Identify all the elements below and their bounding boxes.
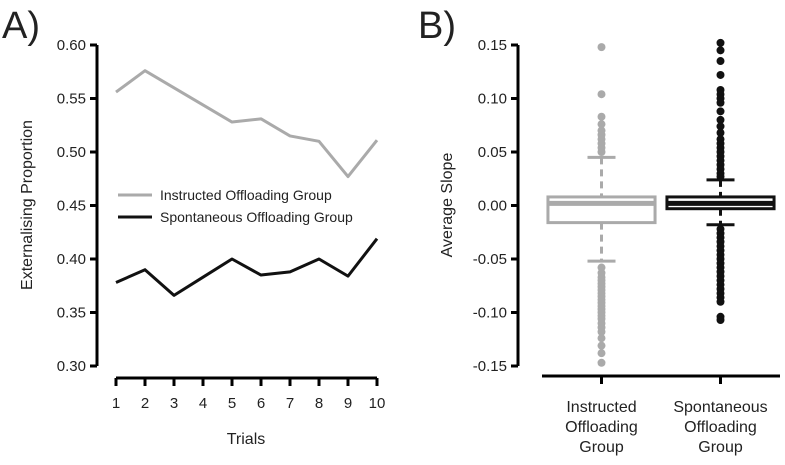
panel-b-group-1-outlier-point — [597, 148, 606, 156]
panel-b-group-1-label-line-1: Instructed — [566, 399, 636, 416]
panel-a-line-chart: A) 0.30 0.35 0.40 0.45 0.50 0.55 0.60 1 2 3 4 5 6 7 8… — [2, 5, 385, 448]
panel-a-label: A) — [2, 5, 40, 47]
panel-b-group-2-outlier-point — [716, 107, 725, 116]
panel-b-group-1-outlier-point — [597, 90, 606, 99]
panel-b-label: B) — [418, 5, 456, 47]
panel-a-legend: Instructed Offloading Group Spontaneous O… — [118, 187, 353, 225]
panel-b-y-tick-label: 0.05 — [478, 144, 507, 161]
panel-b-group-2-outlier-point — [716, 57, 725, 66]
panel-b-y-tick-label: -0.15 — [473, 358, 507, 375]
panel-b-box-plot: B) -0.15 -0.10 -0.05 0.00 0.05 0.10 0.15 Instr… — [418, 5, 780, 456]
panel-a-series — [115, 69, 379, 297]
panel-b-group-1-label-line-3: Group — [579, 439, 624, 456]
panel-a-x-axis-title: Trials — [227, 431, 266, 448]
panel-b-y-tick-label: 0.10 — [478, 91, 507, 108]
panel-a-series-line-2 — [115, 237, 379, 297]
panel-b-x-labels: Instructed Offloading Group Spontaneous Offl… — [565, 376, 768, 456]
panel-a-x-tick-label: 9 — [344, 395, 352, 412]
panel-b-group-1-outlier-point — [597, 43, 606, 52]
panel-b-group-1-outlier-point — [597, 358, 606, 367]
panel-b-group-1-outlier-point — [597, 112, 606, 121]
panel-b-group-1-box — [546, 195, 657, 225]
panel-b-boxes — [546, 38, 776, 367]
panel-b-group-2-outlier-point — [716, 38, 725, 47]
panel-a-y-tick-label: 0.45 — [57, 198, 86, 215]
panel-b-group-1-outlier-point — [597, 341, 606, 350]
panel-a-y-tick-label: 0.60 — [57, 37, 86, 54]
panel-a-x-tick-label: 1 — [112, 395, 120, 412]
panel-a-x-tick-label: 4 — [199, 395, 207, 412]
panel-b-group-2-outlier-point — [716, 172, 725, 181]
panel-a-legend-label-2: Spontaneous Offloading Group — [160, 209, 353, 225]
panel-a-series-line-1 — [115, 69, 379, 179]
panel-b-group-2-outlier-point — [716, 297, 725, 306]
panel-a-y-tick-label: 0.40 — [57, 251, 86, 268]
panel-a-y-axis-title: Externalising Proportion — [19, 120, 36, 290]
panel-b-group-1-outlier-point — [597, 327, 606, 336]
panel-b-y-tick-label: -0.10 — [473, 305, 507, 322]
panel-b-group-1-outlier-point — [597, 334, 606, 343]
panel-b-group-2-label-line-1: Spontaneous — [673, 399, 767, 416]
panel-b-group-2-outlier-point — [716, 46, 725, 55]
panel-a-y-tick-label: 0.55 — [57, 91, 86, 108]
panel-b-group-2-outlier-point — [716, 122, 725, 131]
panel-a-y-tick-label: 0.35 — [57, 305, 86, 322]
panel-b-group-2-outlier-point — [716, 128, 725, 137]
panel-b-y-axis: -0.15 -0.10 -0.05 0.00 0.05 0.10 0.15 — [473, 37, 780, 378]
panel-a-y-tick-label: 0.50 — [57, 144, 86, 161]
panel-a-x-tick-label: 5 — [228, 395, 236, 412]
panel-b-y-tick-label: -0.05 — [473, 251, 507, 268]
panel-b-group-2-outlier-point — [716, 315, 725, 324]
panel-b-group-1-label-line-2: Offloading — [565, 419, 638, 436]
panel-b-group-2-label-line-2: Offloading — [684, 419, 757, 436]
panel-a-y-axis: 0.30 0.35 0.40 0.45 0.50 0.55 0.60 — [57, 37, 99, 375]
panel-a-x-tick-label: 2 — [141, 395, 149, 412]
panel-a-x-axis: 1 2 3 4 5 6 7 8 9 10 — [112, 376, 386, 412]
panel-b-group-1-outlier-point — [597, 349, 606, 358]
panel-b-y-tick-label: 0.00 — [478, 198, 507, 215]
panel-b-group-2-outlier-point — [716, 70, 725, 79]
panel-a-y-tick-label: 0.30 — [57, 358, 86, 375]
panel-a-x-tick-label: 3 — [170, 395, 178, 412]
panel-a-legend-label-1: Instructed Offloading Group — [160, 187, 332, 203]
panel-b-group-1-outlier-point — [597, 120, 606, 129]
panel-b-group-2-outlier-point — [716, 98, 725, 107]
panel-a-x-tick-label: 6 — [257, 395, 265, 412]
panel-b-group-2-label-line-3: Group — [698, 439, 743, 456]
panel-a-x-tick-label: 8 — [315, 395, 323, 412]
panel-b-group-2-outlier-point — [716, 115, 725, 124]
panel-b-y-tick-label: 0.15 — [478, 37, 507, 54]
panel-a-x-tick-label: 7 — [286, 395, 294, 412]
panel-a-x-tick-label: 10 — [369, 395, 386, 412]
panel-b-y-axis-title: Average Slope — [439, 153, 456, 258]
